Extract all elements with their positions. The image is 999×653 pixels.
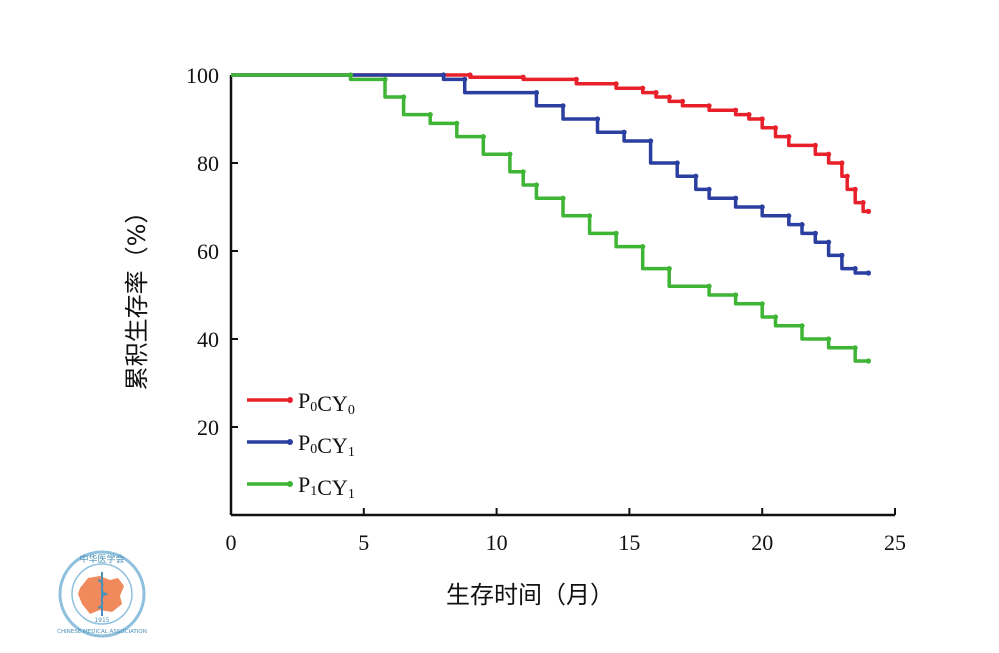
- censor-mark: [467, 72, 473, 78]
- censor-mark: [865, 208, 872, 214]
- x-tick-label: 20: [751, 530, 773, 555]
- series-line-p1cy1: [231, 73, 869, 363]
- censor-mark: [759, 116, 765, 122]
- logo-year: 1915: [94, 617, 109, 624]
- censor-mark: [860, 200, 866, 206]
- censor-mark: [507, 151, 513, 157]
- censor-mark: [772, 314, 779, 320]
- censor-mark: [844, 173, 850, 179]
- censor-mark: [826, 151, 832, 157]
- censor-mark: [533, 90, 540, 96]
- censor-mark: [621, 129, 627, 135]
- censor-mark: [462, 76, 468, 82]
- censor-mark: [826, 239, 832, 245]
- x-tick-label: 15: [618, 530, 640, 555]
- censor-mark: [759, 301, 765, 307]
- legend-marker: [287, 397, 293, 403]
- series-line-p0cy1: [231, 73, 869, 275]
- y-tick-label: 60: [197, 239, 219, 264]
- legend-label-p0cy1: P0CY1: [298, 430, 355, 460]
- x-axis-title: 生存时间（月）: [446, 581, 614, 609]
- logo-text-top: 中华医学会: [79, 553, 124, 565]
- y-tick-label: 20: [197, 415, 219, 440]
- censor-mark: [852, 345, 858, 351]
- censor-mark: [520, 74, 526, 80]
- censor-mark: [648, 138, 654, 144]
- y-tick-label: 40: [197, 327, 219, 352]
- censor-mark: [347, 72, 354, 78]
- censor-mark: [573, 76, 579, 82]
- logo-text-bottom: CHINESE MEDICAL ASSOCIATION: [57, 629, 147, 635]
- censor-mark: [772, 125, 779, 131]
- legend-label-p0cy0: P0CY0: [298, 388, 355, 418]
- axes: [229, 75, 895, 517]
- legend-label-p1cy1: P1CY1: [298, 472, 355, 502]
- censor-mark: [560, 195, 566, 201]
- censor-mark: [865, 358, 872, 364]
- censor-mark: [440, 72, 447, 78]
- censor-mark: [533, 182, 540, 188]
- censor-mark: [594, 116, 601, 122]
- censor-mark: [706, 186, 712, 192]
- censor-mark: [613, 81, 619, 87]
- x-tick-label: 5: [358, 530, 369, 555]
- censor-mark: [733, 107, 739, 113]
- censor-mark: [674, 160, 680, 166]
- censor-mark: [799, 323, 805, 329]
- censor-mark: [733, 292, 739, 298]
- legend-marker: [287, 439, 293, 445]
- x-tick-label: 0: [226, 530, 237, 555]
- censor-mark: [586, 213, 593, 219]
- censor-mark: [706, 283, 712, 289]
- serpent-icon: [97, 579, 109, 609]
- censor-mark: [666, 94, 672, 100]
- censor-mark: [613, 230, 619, 236]
- x-tick-label: 25: [884, 530, 906, 555]
- censor-mark: [786, 213, 792, 219]
- association-logo: 中华医学会 CHINESE MEDICAL ASSOCIATION 1915: [57, 550, 147, 638]
- y-axis-title: 累积生存率（%）: [123, 200, 151, 391]
- censor-mark: [826, 336, 832, 342]
- censor-mark: [427, 112, 433, 118]
- series-layer: [231, 72, 872, 364]
- censor-mark: [746, 112, 752, 118]
- censor-mark: [640, 85, 646, 91]
- censor-mark: [454, 120, 460, 126]
- censor-mark: [480, 134, 486, 140]
- legend-marker: [287, 481, 293, 487]
- censor-mark: [401, 94, 407, 100]
- censor-mark: [653, 90, 659, 96]
- ticks: 0 5 10 15 20 25 20 40 60 80 100: [186, 63, 906, 555]
- censor-mark: [693, 173, 699, 179]
- series-line-p0cy0: [231, 73, 869, 214]
- x-tick-label: 10: [486, 530, 508, 555]
- censor-mark: [382, 76, 388, 82]
- censor-mark: [706, 103, 712, 109]
- censor-mark: [839, 252, 845, 258]
- censor-mark: [852, 266, 858, 272]
- censor-mark: [865, 270, 872, 276]
- censor-mark: [679, 98, 686, 104]
- censor-mark: [812, 230, 818, 236]
- censor-mark: [759, 204, 765, 210]
- y-tick-label: 100: [186, 63, 219, 88]
- censor-mark: [812, 142, 818, 148]
- y-tick-label: 80: [197, 151, 219, 176]
- censor-mark: [666, 266, 672, 272]
- legend: P0CY0 P0CY1 P1CY1: [247, 388, 355, 502]
- censor-mark: [852, 186, 858, 192]
- censor-mark: [786, 134, 792, 140]
- censor-mark: [640, 244, 646, 250]
- censor-mark: [799, 222, 805, 228]
- censor-mark: [839, 160, 845, 166]
- censor-mark: [560, 103, 566, 109]
- censor-mark: [733, 195, 739, 201]
- censor-mark: [520, 169, 526, 175]
